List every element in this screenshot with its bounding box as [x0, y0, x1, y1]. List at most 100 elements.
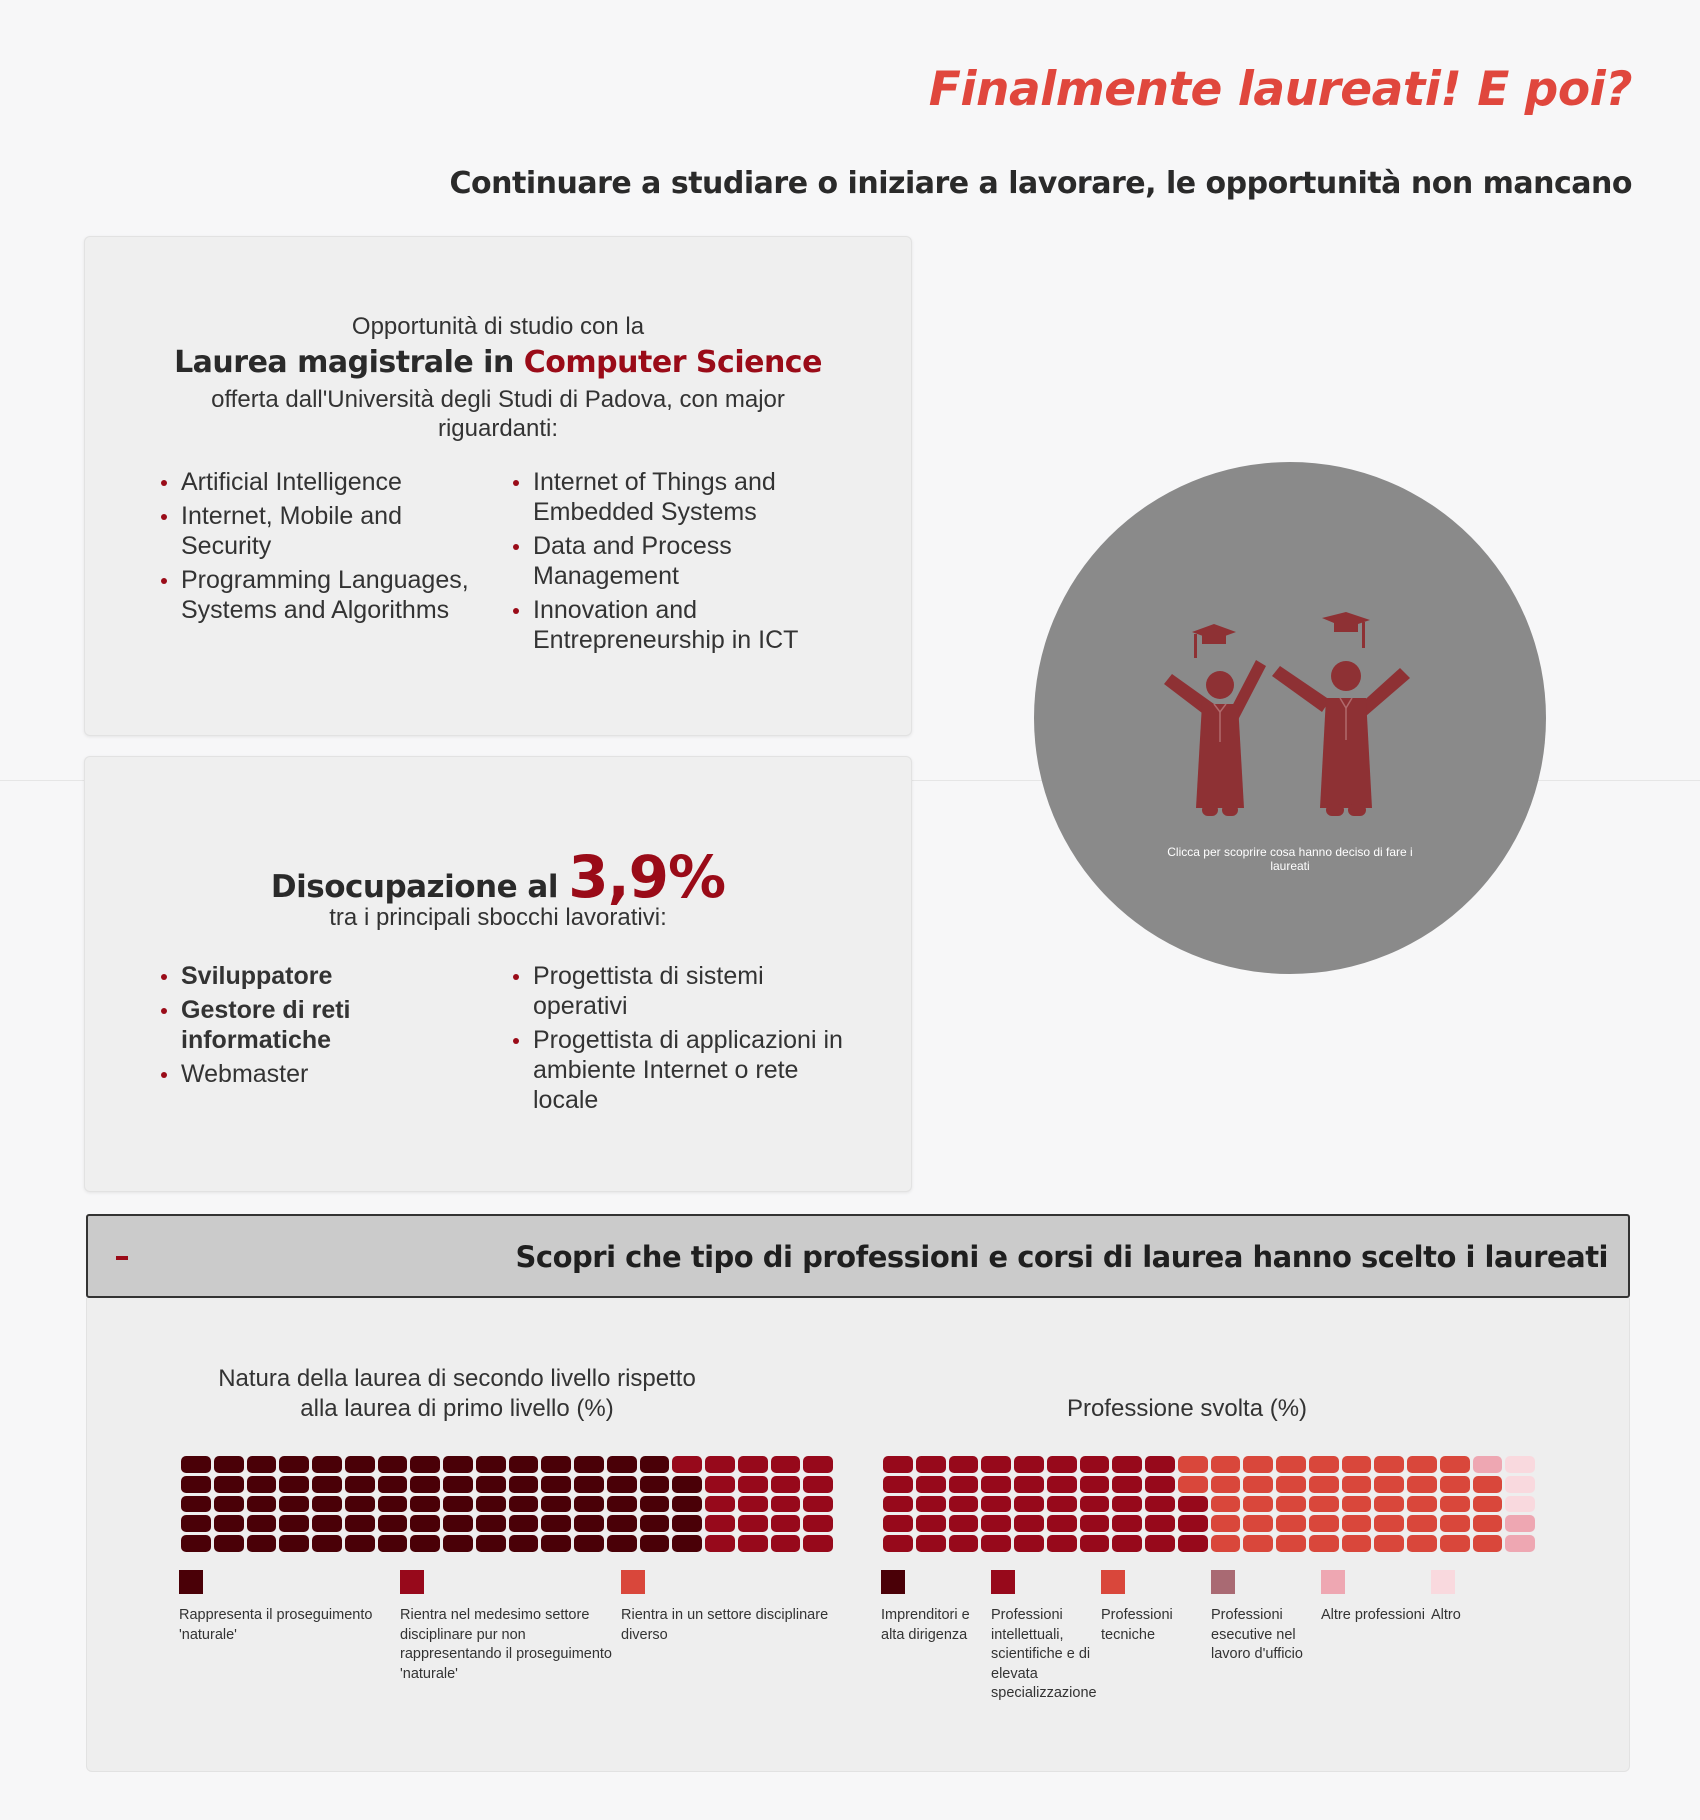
- waffle-cell: [1014, 1535, 1044, 1552]
- waffle-cell: [1439, 1495, 1470, 1513]
- waffle-cell: [475, 1475, 506, 1493]
- study-description: offerta dall'Università degli Studi di P…: [211, 386, 785, 442]
- study-heading: Laurea magistrale in Computer Science: [85, 345, 911, 380]
- page-subtitle: Continuare a studiare o iniziare a lavor…: [449, 166, 1633, 201]
- waffle-cell: [279, 1495, 309, 1513]
- waffle-cell: [213, 1495, 244, 1513]
- waffle-cell: [770, 1515, 801, 1533]
- waffle-cell: [1210, 1475, 1241, 1493]
- waffle-cell: [1374, 1475, 1404, 1493]
- list-item: Internet, Mobile and Security: [159, 501, 479, 561]
- waffle-cell: [1079, 1456, 1110, 1473]
- waffle-cell: [213, 1456, 244, 1473]
- waffle-cell: [1177, 1475, 1208, 1493]
- reveal-caption: Clicca per scoprire cosa hanno deciso di…: [1167, 845, 1413, 873]
- waffle-cell: [1079, 1475, 1110, 1493]
- waffle-cell: [803, 1515, 833, 1533]
- waffle-cell: [1472, 1515, 1503, 1533]
- waffle-cell: [672, 1475, 702, 1493]
- waffle-cell: [1112, 1495, 1142, 1513]
- jobs-list-right: Progettista di sistemi operativi Progetti…: [511, 961, 861, 1119]
- jobs-list-left: Sviluppatore Gestore di reti informatiche…: [159, 961, 479, 1093]
- chart-title-profession: Professione svolta (%): [1066, 1395, 1308, 1422]
- list-item: Webmaster: [159, 1059, 479, 1089]
- legend-swatch: [991, 1570, 1015, 1594]
- waffle-cell: [1407, 1456, 1437, 1473]
- waffle-chart-degree-nature: [181, 1456, 833, 1552]
- waffle-cell: [672, 1456, 702, 1473]
- waffle-cell: [475, 1535, 506, 1552]
- unemployment-rate: 3,9%: [568, 843, 726, 911]
- waffle-cell: [948, 1515, 979, 1533]
- legend-swatch: [621, 1570, 645, 1594]
- waffle-cell: [705, 1456, 735, 1473]
- legend-label: Altre professioni: [1321, 1607, 1425, 1623]
- unemployment-heading: Disocupazione al 3,9%: [85, 843, 911, 911]
- waffle-cell: [1276, 1495, 1306, 1513]
- waffle-cell: [181, 1456, 211, 1473]
- waffle-cell: [1145, 1535, 1175, 1552]
- legend-item: Professioni esecutive nel lavoro d'uffic…: [1211, 1570, 1321, 1704]
- waffle-cell: [279, 1515, 309, 1533]
- professions-accordion-header[interactable]: Scopri che tipo di professioni e corsi d…: [86, 1214, 1630, 1298]
- waffle-cell: [443, 1495, 473, 1513]
- waffle-cell: [883, 1535, 913, 1552]
- waffle-cell: [377, 1456, 408, 1473]
- waffle-cell: [1439, 1456, 1470, 1473]
- waffle-cell: [672, 1535, 702, 1552]
- waffle-cell: [1243, 1475, 1273, 1493]
- waffle-cell: [279, 1475, 309, 1493]
- waffle-cell: [541, 1495, 571, 1513]
- waffle-cell: [508, 1515, 539, 1533]
- minus-icon[interactable]: [116, 1256, 128, 1260]
- waffle-cell: [1276, 1456, 1306, 1473]
- waffle-cell: [377, 1475, 408, 1493]
- unemployment-heading-prefix: Disocupazione al: [270, 869, 569, 905]
- waffle-cell: [1472, 1475, 1503, 1493]
- waffle-cell: [181, 1475, 211, 1493]
- legend-swatch: [400, 1570, 424, 1594]
- legend-label: Rientra in un settore disciplinare diver…: [621, 1607, 829, 1643]
- waffle-cell: [312, 1495, 342, 1513]
- job-opportunities-card: Disocupazione al 3,9% tra i principali s…: [84, 756, 912, 1192]
- waffle-cell: [737, 1495, 768, 1513]
- waffle-cell: [1177, 1515, 1208, 1533]
- list-item: Internet of Things and Embedded Systems: [511, 467, 831, 527]
- waffle-cell: [1407, 1495, 1437, 1513]
- legend-swatch: [1101, 1570, 1125, 1594]
- waffle-cell: [410, 1456, 440, 1473]
- waffle-cell: [883, 1456, 913, 1473]
- waffle-cell: [737, 1475, 768, 1493]
- waffle-cell: [981, 1515, 1011, 1533]
- waffle-cell: [1243, 1515, 1273, 1533]
- waffle-cell: [803, 1456, 833, 1473]
- waffle-cell: [1243, 1535, 1273, 1552]
- waffle-cell: [639, 1456, 670, 1473]
- waffle-cell: [948, 1495, 979, 1513]
- waffle-cell: [1145, 1475, 1175, 1493]
- waffle-cell: [443, 1535, 473, 1552]
- reveal-graduates-button[interactable]: Clicca per scoprire cosa hanno deciso di…: [1034, 462, 1546, 974]
- waffle-cell: [1046, 1495, 1077, 1513]
- legend-label: Imprenditori e alta dirigenza: [881, 1607, 970, 1643]
- waffle-cell: [1439, 1535, 1470, 1552]
- waffle-cell: [705, 1495, 735, 1513]
- waffle-cell: [1374, 1495, 1404, 1513]
- waffle-cell: [1341, 1475, 1372, 1493]
- list-item: Artificial Intelligence: [159, 467, 479, 497]
- waffle-cell: [1177, 1456, 1208, 1473]
- waffle-cell: [705, 1475, 735, 1493]
- waffle-cell: [1145, 1495, 1175, 1513]
- waffle-cell: [606, 1535, 637, 1552]
- waffle-cell: [1014, 1456, 1044, 1473]
- legend-label: Rientra nel medesimo settore disciplinar…: [400, 1607, 612, 1682]
- waffle-cell: [246, 1495, 277, 1513]
- waffle-cell: [948, 1535, 979, 1552]
- waffle-cell: [246, 1515, 277, 1533]
- waffle-cell: [1472, 1456, 1503, 1473]
- waffle-cell: [181, 1535, 211, 1552]
- waffle-cell: [377, 1515, 408, 1533]
- waffle-cell: [312, 1456, 342, 1473]
- study-opportunities-card: Opportunità di studio con la Laurea magi…: [84, 236, 912, 736]
- waffle-cell: [1243, 1495, 1273, 1513]
